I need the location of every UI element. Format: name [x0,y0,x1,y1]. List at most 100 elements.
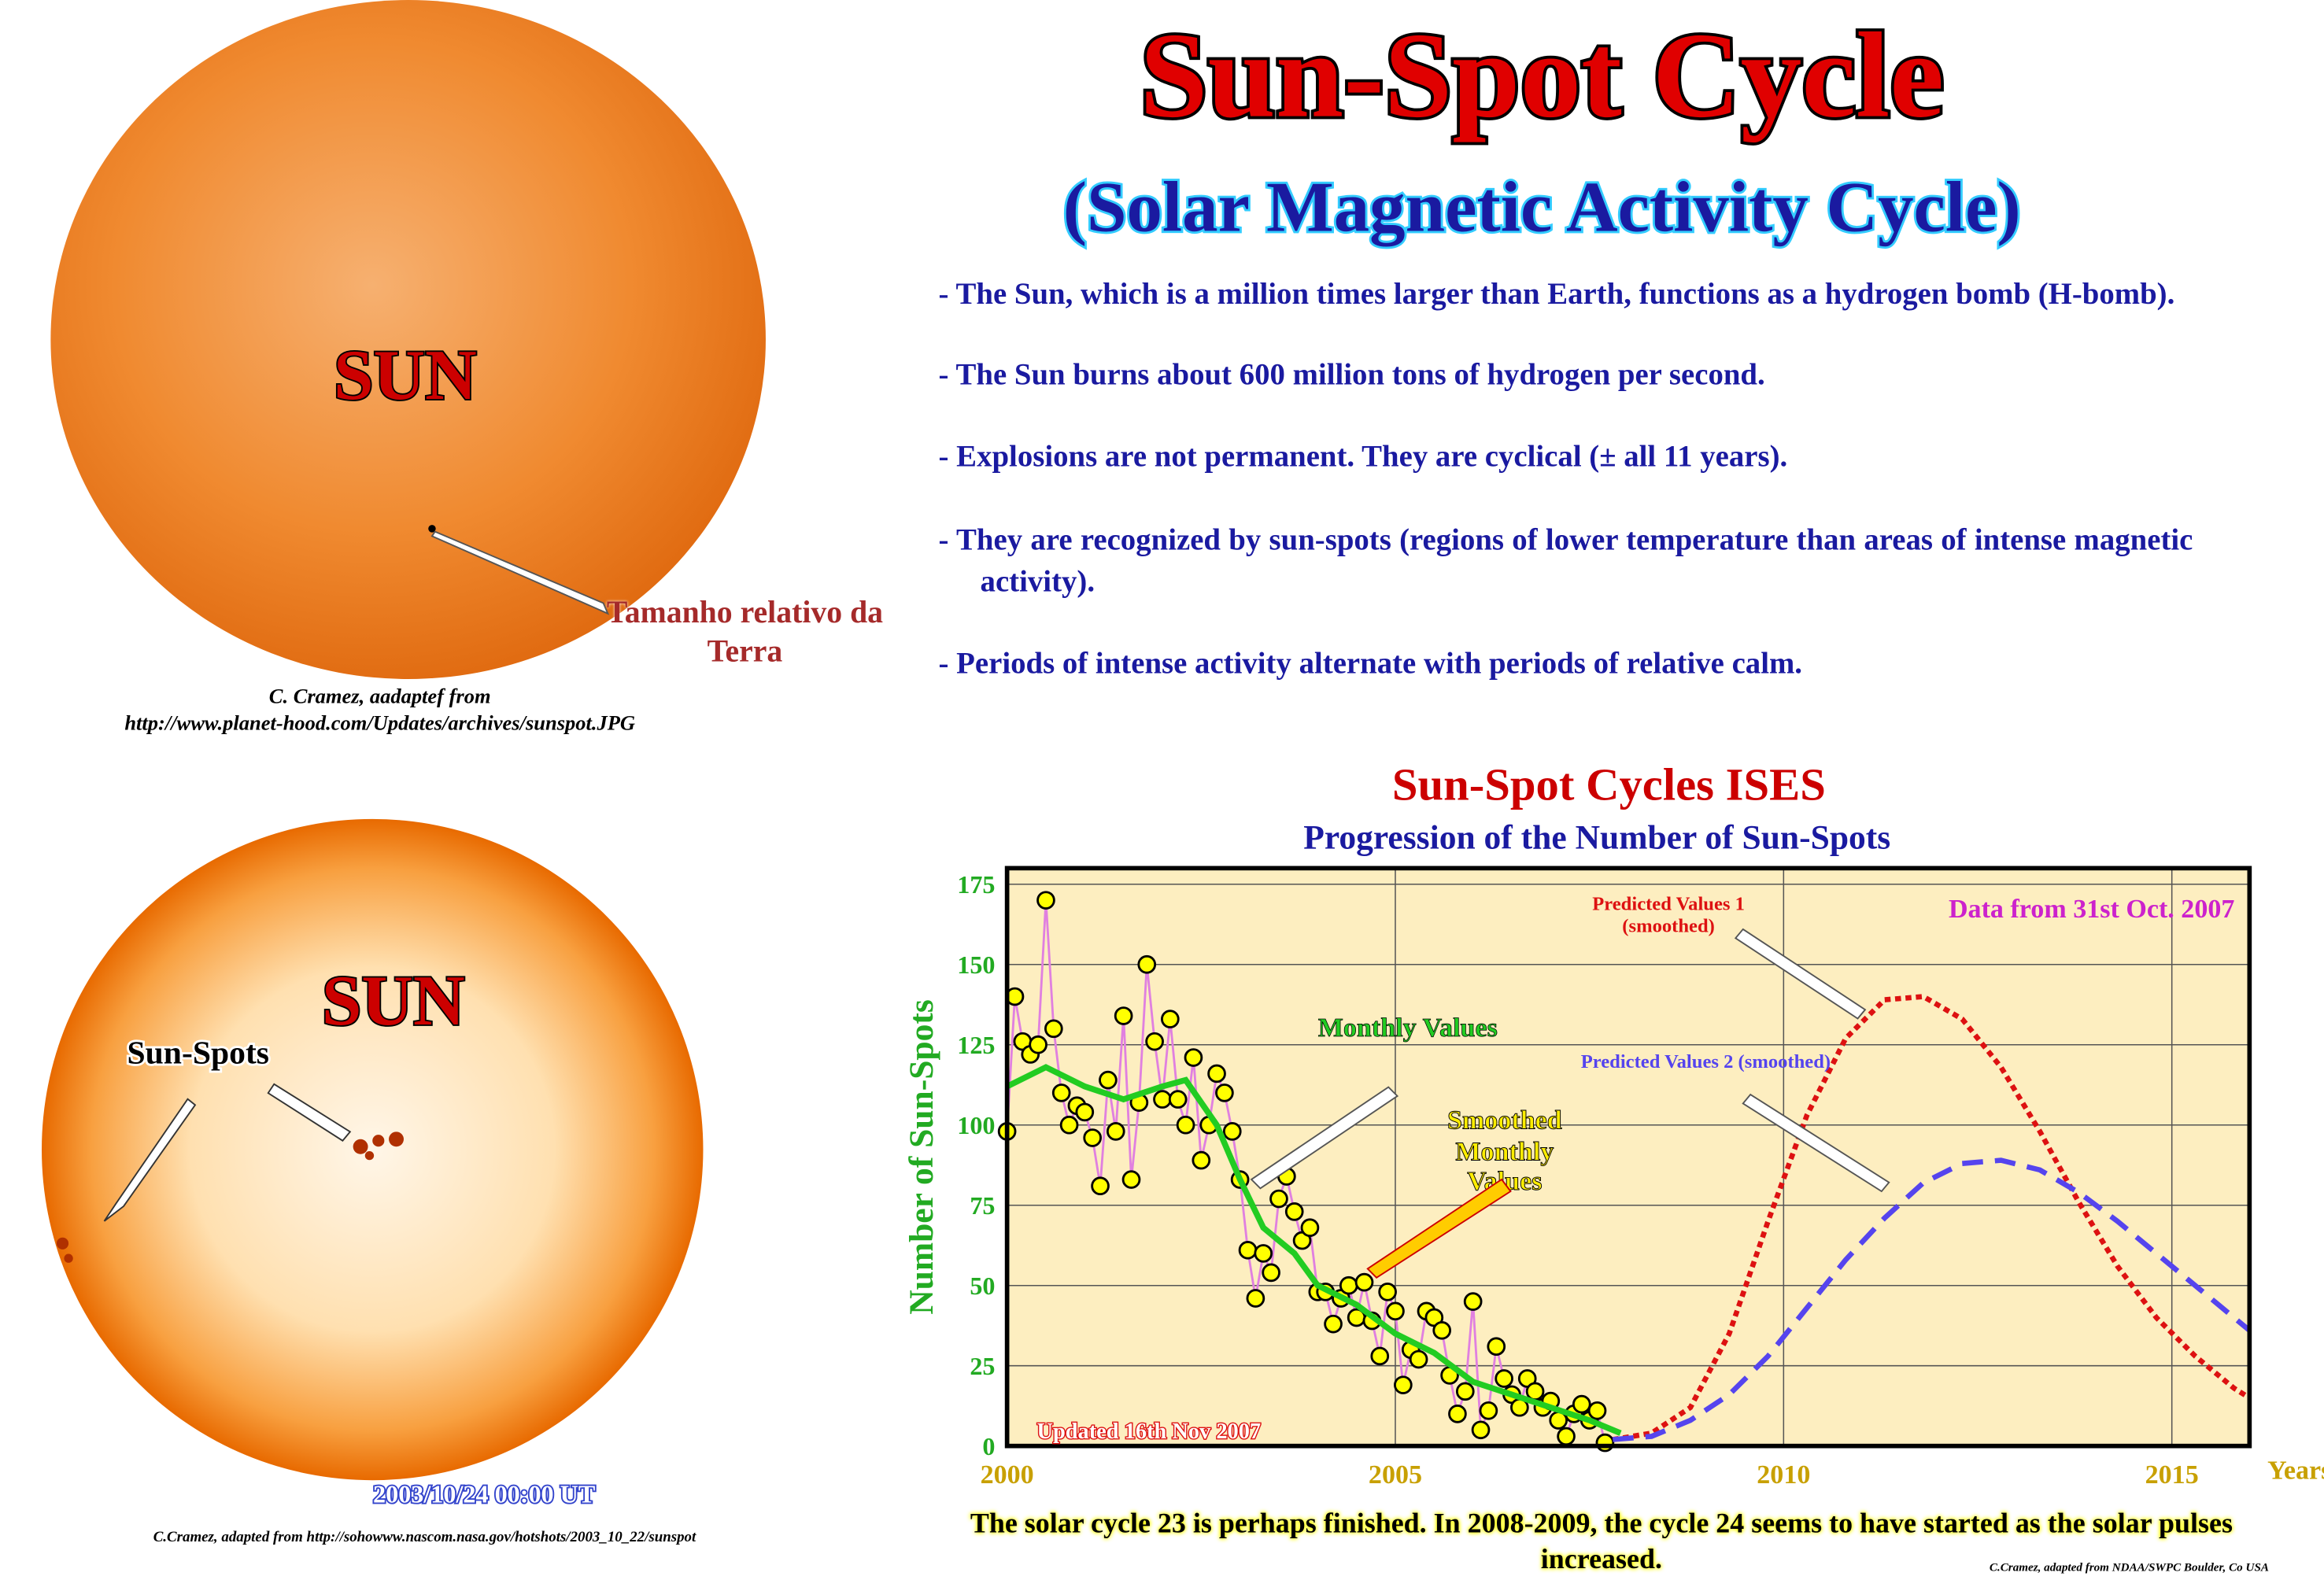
bullet: - They are recognized by sun-spots (regi… [938,524,2193,599]
sun-disk [42,818,704,1481]
legend-entry: Predicted Values 2 (smoothed) [1580,1051,1831,1072]
chart: Sun-Spot Cycles ISES Progression of the N… [903,757,2324,1574]
data-point [1075,1102,1095,1122]
sunspots [56,1131,404,1263]
data-point [1495,1369,1513,1388]
legend-entry-box: Predicted Values 2 (smoothed) [1580,1051,1831,1072]
data-point [1432,1320,1452,1340]
sun-image-top: SUN [50,0,766,680]
pointer-arrow [1250,1086,1399,1190]
legend-entry-box: Smoothed Monthly Values [1446,1105,1562,1194]
data-point [1114,1006,1133,1025]
x-tick-label: 2010 [1757,1460,1810,1490]
data-point [1029,1035,1047,1054]
legend-entry-box: Monthly Values [1317,1012,1498,1043]
sun-disk [50,0,766,680]
data-point [1300,1218,1320,1238]
bullet: - Explosions are not permanent. They are… [938,441,1788,474]
data-point [1153,1090,1172,1109]
sun-label: SUN [334,335,477,415]
y-tick-label: 100 [957,1111,995,1139]
data-point [1370,1346,1390,1366]
data-point [1238,1240,1258,1260]
data-point [1471,1420,1491,1440]
data-point [1176,1115,1195,1135]
pointer-label: Sun-Spots [127,1035,270,1071]
credit: C. Cramez, aadaptef from [269,684,491,707]
data-point [1044,1019,1063,1039]
data-point [1083,1128,1103,1147]
y-tick-label: 175 [957,870,995,899]
bullet: - The Sun burns about 600 million tons o… [938,358,1765,392]
data-point [1557,1427,1576,1446]
annotation: Updated 16th Nov 2007 [1036,1419,1261,1444]
data-point [1254,1244,1273,1263]
data-point [1051,1083,1071,1102]
data-point [1161,1010,1180,1028]
pointer-arrow [430,530,610,615]
credit: C.Cramez, adapted from NDAA/SWPC Boulder… [1990,1562,2269,1574]
series-line [1612,1157,2252,1442]
data-point [1378,1283,1397,1301]
y-tick-label: 25 [970,1352,995,1380]
y-tick-label: 150 [957,951,995,979]
y-tick-label: 0 [982,1432,995,1460]
y-tick-label: 75 [970,1191,995,1220]
data-point [1572,1394,1591,1414]
data-point [1091,1176,1110,1196]
data-point [1525,1382,1545,1401]
data-point [1246,1289,1265,1308]
page-subtitle: (Solar Magnetic Activity Cycle) [1063,167,2021,246]
pointer-arrow [103,1098,197,1222]
series-line [1005,1064,1622,1436]
bullet: - The Sun, which is a million times larg… [938,278,2175,312]
data-point [1487,1337,1506,1357]
pointer-label-box: Tamanho relativo da Terra [606,594,884,670]
pointer-arrow [1742,1093,1890,1193]
credit: http://www.planet-hood.com/Updates/archi… [124,711,635,734]
bullet: - Periods of intense activity alternate … [938,648,1803,681]
bullets-box: - The Sun, which is a million times larg… [939,275,2193,686]
timestamp: 2003/10/24 00:00 UT [373,1480,595,1508]
legend-entry: Monthly Values [1317,1012,1498,1043]
data-point [1106,1122,1125,1141]
x-tick-label: 2005 [1369,1460,1422,1490]
data-point [1448,1405,1467,1423]
annotation: Data from 31st Oct. 2007 [1949,895,2234,924]
legend-entry: Predicted Values 1 (smoothed) [1592,893,1745,937]
data-point [1059,1115,1079,1135]
y-axis-label: Number of Sun-Spots [903,999,940,1315]
page-title: Sun-Spot Cycle [1140,8,1944,143]
data-point [1479,1401,1498,1420]
data-point [1284,1202,1304,1221]
data-point [1207,1064,1226,1083]
sun-label: SUN [322,961,465,1040]
data-point [1222,1122,1242,1141]
pointer-label: Tamanho relativo da Terra [606,594,884,670]
bullet-list: - The Sun, which is a million times larg… [939,275,2193,686]
data-point [1409,1349,1428,1369]
data-point [1394,1375,1413,1394]
data-point [1386,1301,1405,1321]
x-tick-label: 2015 [2145,1460,2199,1490]
data-point [1339,1275,1358,1295]
earth-dot [428,525,436,533]
data-point [1145,1032,1164,1051]
data-point [1324,1314,1343,1334]
pointer-arrow [1366,1178,1512,1279]
data-point [1215,1083,1234,1102]
data-point [1168,1090,1188,1109]
series-line [1612,994,2252,1442]
data-point [1036,891,1055,910]
data-point [1354,1272,1374,1292]
x-axis-label: Years [2267,1456,2324,1485]
plot-frame [1004,866,2252,1449]
chart-title: Sun-Spot Cycles ISES [1392,759,1826,810]
data-point [1455,1382,1475,1401]
credit: C.Cramez, adapted from http://sohowww.na… [153,1529,696,1545]
data-point [1184,1048,1203,1067]
pointer-arrow [1734,928,1867,1020]
data-point [1121,1170,1141,1189]
